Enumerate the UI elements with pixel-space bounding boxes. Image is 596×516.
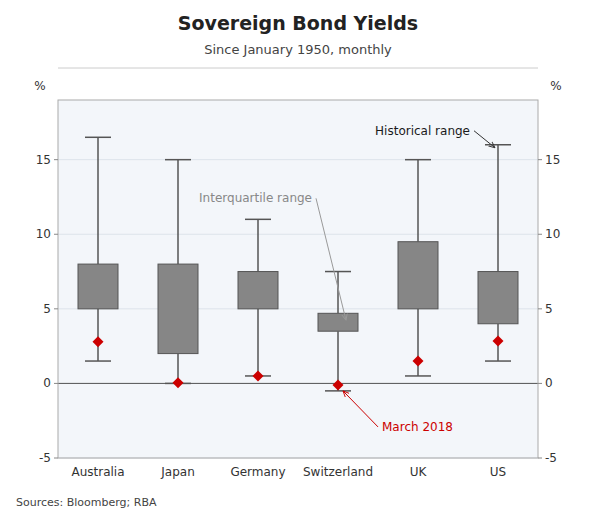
annotation-arrow (343, 391, 378, 427)
source: Sources: Bloomberg; RBA (16, 496, 157, 509)
x-tick-label: UK (410, 465, 428, 479)
grid-line (58, 308, 538, 309)
annotation: March 2018 (382, 420, 453, 434)
march-marker (253, 370, 264, 381)
plot-frame (58, 100, 538, 458)
iqr-box (478, 272, 518, 324)
y2-tick (538, 234, 542, 235)
grid-line (58, 383, 538, 384)
whisker-high (97, 137, 99, 264)
iqr-box (158, 264, 198, 354)
x-tick-label: Switzerland (303, 465, 373, 479)
whisker-high (257, 219, 259, 271)
y-tick-label: 10 (36, 227, 51, 241)
y2-tick-label: 10 (545, 227, 560, 241)
iqr-box (398, 242, 438, 309)
y-tick (54, 159, 58, 160)
annotation: Interquartile range (199, 191, 312, 205)
grid-line (58, 234, 538, 235)
march-marker (173, 377, 184, 388)
y2-tick (538, 308, 542, 309)
whisker-low (97, 309, 99, 361)
y2-tick (538, 458, 542, 459)
x-tick-label: Germany (230, 465, 285, 479)
whisker-high (177, 160, 179, 264)
march-marker (493, 335, 504, 346)
y-axis-label: % (34, 79, 45, 93)
march-marker (413, 356, 424, 367)
iqr-box (78, 264, 118, 309)
iqr-box (238, 272, 278, 309)
whisker-high (417, 160, 419, 242)
y-tick-label: 15 (36, 153, 51, 167)
y2-axis-label: % (550, 79, 561, 93)
annotation: Historical range (375, 124, 470, 138)
grid-line (58, 159, 538, 160)
plot-background (58, 100, 538, 458)
cap-high (245, 219, 271, 221)
cap-low (405, 375, 431, 377)
y2-tick (538, 383, 542, 384)
cap-high (85, 137, 111, 139)
y-tick (54, 308, 58, 309)
title: Sovereign Bond Yields (178, 12, 418, 34)
x-tick-label: Japan (160, 465, 194, 479)
x-tick-label: US (490, 465, 506, 479)
march-marker (333, 379, 344, 390)
x-tick-label: Australia (71, 465, 124, 479)
cap-high (165, 159, 191, 161)
zero-line (58, 383, 538, 384)
cap-high (325, 271, 351, 273)
y2-tick-label: 15 (545, 153, 560, 167)
whisker-low (257, 309, 259, 376)
cap-low (485, 360, 511, 362)
march-marker (93, 336, 104, 347)
y-tick-label: -5 (39, 451, 51, 465)
subtitle: Since January 1950, monthly (204, 42, 392, 57)
whisker-high (337, 272, 339, 314)
y-tick-label: 5 (43, 302, 51, 316)
chart: Sovereign Bond Yields Since January 1950,… (0, 0, 596, 516)
whisker-high (497, 145, 499, 272)
annotation-arrow (316, 198, 346, 320)
y-tick (54, 458, 58, 459)
y2-tick-label: 0 (545, 376, 553, 390)
annotation-arrow (474, 131, 495, 148)
y2-tick-label: 5 (545, 302, 553, 316)
annotations: Historical range Interquartile range March… (199, 124, 495, 434)
y-tick (54, 383, 58, 384)
y-tick (54, 234, 58, 235)
y-tick-label: 0 (43, 376, 51, 390)
y2-tick-label: -5 (545, 451, 557, 465)
cap-high (485, 144, 511, 146)
marks (78, 137, 518, 391)
iqr-box (318, 313, 358, 331)
y2-tick (538, 159, 542, 160)
separator (58, 68, 538, 69)
cap-low (85, 360, 111, 362)
cap-high (405, 159, 431, 161)
